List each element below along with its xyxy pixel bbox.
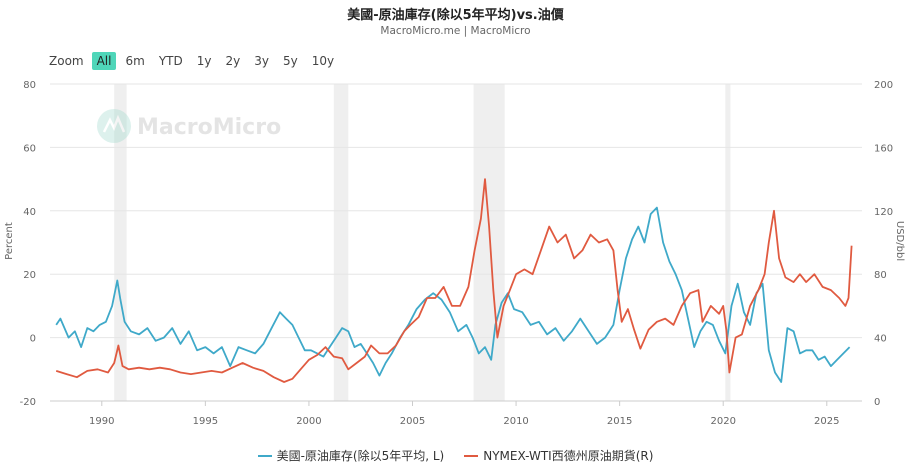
series-line-inventory — [55, 206, 851, 383]
recession-band-2 — [473, 84, 505, 401]
x-tick-label: 2020 — [710, 416, 735, 427]
x-tick-label: 2005 — [400, 416, 425, 427]
y-right-tick-label: 80 — [874, 270, 887, 281]
x-tick-label: 2000 — [296, 416, 321, 427]
series-line-wti — [55, 178, 853, 383]
legend-label-wti: NYMEX-WTI西德州原油期貨(R) — [483, 449, 654, 463]
zoom-button-ytd[interactable]: YTD — [158, 54, 183, 68]
watermark-logo-mark — [102, 114, 126, 133]
legend: 美國-原油庫存(除以5年平均, L) NYMEX-WTI西德州原油期貨(R) — [0, 447, 911, 464]
zoom-button-2y[interactable]: 2y — [225, 54, 241, 68]
y-right-tick-label: 0 — [874, 397, 880, 408]
legend-item-inventory[interactable]: 美國-原油庫存(除以5年平均, L) — [257, 447, 445, 464]
y-axis-right-title: USD/bbl — [894, 221, 905, 261]
chart-subtitle: MacroMicro.me | MacroMicro — [380, 25, 531, 37]
zoom-button-10y[interactable]: 10y — [311, 54, 335, 68]
x-axis: 1990 1995 2000 2005 2010 2015 2020 2025 — [89, 401, 840, 427]
y-axis-left: -20 0 20 40 60 80 — [20, 80, 36, 408]
y-axis-left-title: Percent — [4, 222, 15, 260]
y-left-tick-label: 20 — [23, 270, 36, 281]
recession-band-1 — [333, 84, 349, 401]
y-right-tick-label: 160 — [874, 143, 893, 154]
zoom-button-all[interactable]: All — [91, 52, 117, 70]
y-left-tick-label: -20 — [20, 397, 36, 408]
watermark-text: MacroMicro — [137, 115, 281, 140]
recession-band-0 — [114, 84, 127, 401]
zoom-label: Zoom — [49, 54, 84, 68]
watermark: MacroMicro — [97, 109, 281, 143]
zoom-button-1y[interactable]: 1y — [196, 54, 212, 68]
y-left-tick-label: 60 — [23, 143, 36, 154]
zoom-bar: Zoom All 6m YTD 1y 2y 3y 5y 10y — [49, 52, 343, 70]
zoom-button-5y[interactable]: 5y — [282, 54, 298, 68]
gridlines — [50, 83, 862, 402]
y-right-tick-label: 200 — [874, 80, 893, 91]
x-tick-label: 2015 — [607, 416, 632, 427]
recession-bands — [114, 84, 731, 401]
series-layer — [55, 178, 853, 383]
zoom-button-3y[interactable]: 3y — [254, 54, 269, 68]
legend-swatch-wti — [464, 454, 479, 457]
x-tick-label: 1990 — [89, 416, 114, 427]
y-left-tick-label: 80 — [23, 80, 36, 91]
legend-item-wti[interactable]: NYMEX-WTI西德州原油期貨(R) — [464, 447, 653, 464]
watermark-logo-icon — [97, 109, 131, 143]
y-left-tick-label: 0 — [30, 334, 36, 345]
recession-band-3 — [725, 84, 731, 401]
x-tick-label: 1995 — [193, 416, 218, 427]
y-right-tick-label: 40 — [874, 334, 887, 345]
legend-swatch-inventory — [257, 454, 272, 457]
legend-label-inventory: 美國-原油庫存(除以5年平均, L) — [276, 449, 445, 463]
x-tick-label: 2025 — [814, 416, 839, 427]
chart-title: 美國-原油庫存(除以5年平均)vs.油價 — [347, 8, 564, 23]
x-tick-label: 2010 — [503, 416, 528, 427]
zoom-button-6m[interactable]: 6m — [125, 54, 145, 68]
y-right-tick-label: 120 — [874, 207, 893, 218]
y-left-tick-label: 40 — [23, 207, 36, 218]
y-axis-right: 0 40 80 120 160 200 — [874, 80, 893, 408]
